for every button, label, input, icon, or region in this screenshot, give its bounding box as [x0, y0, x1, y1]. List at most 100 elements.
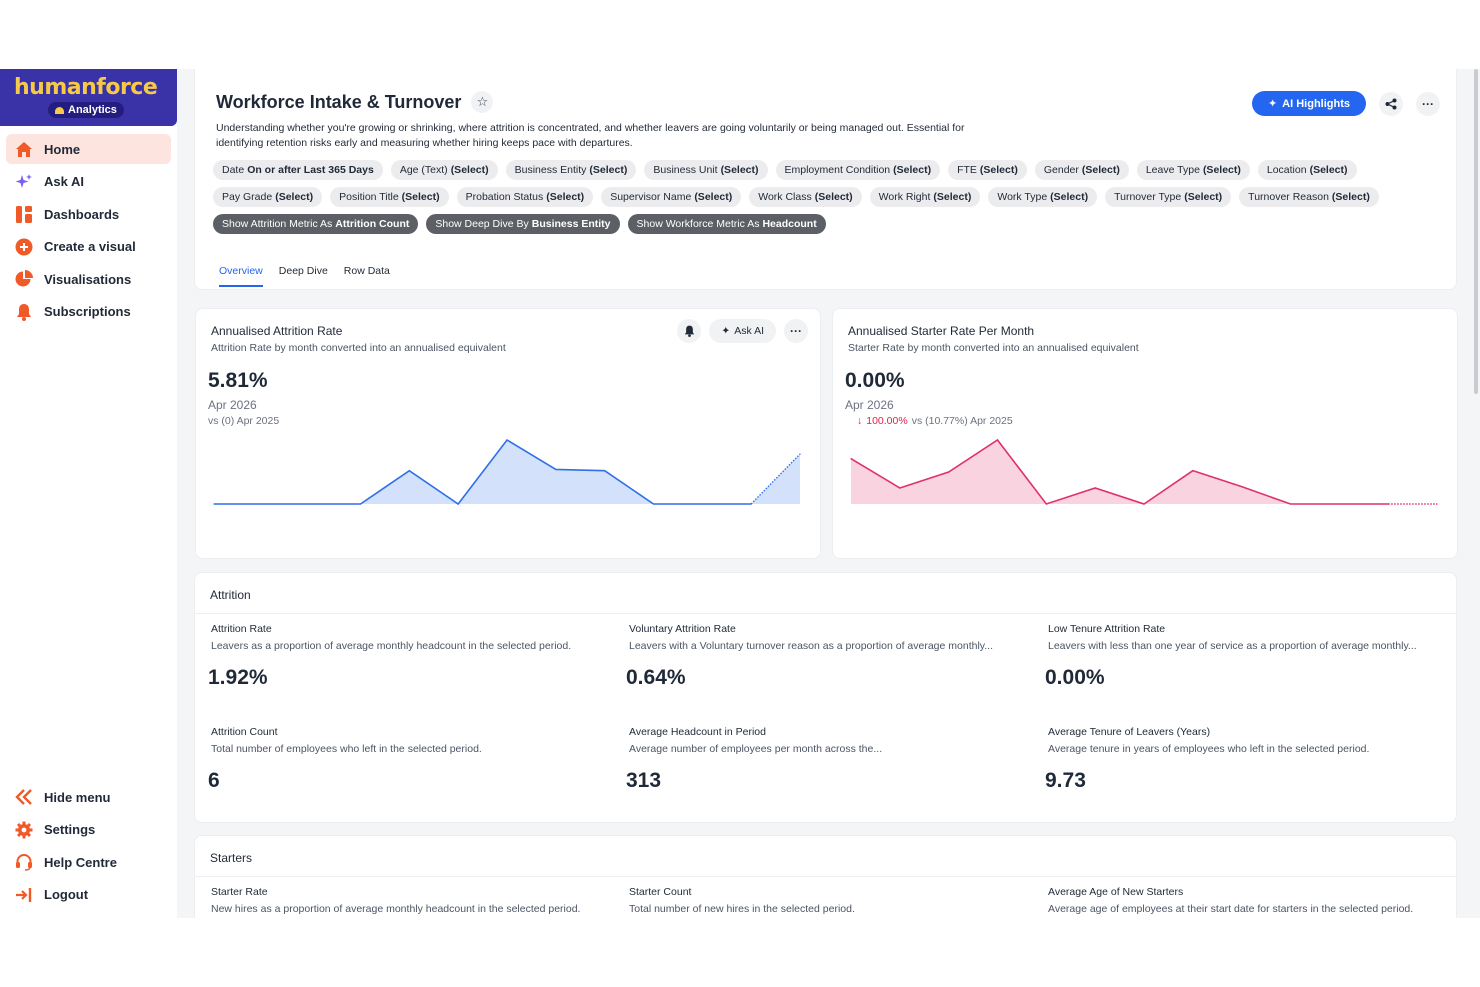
filter-chip[interactable]: FTE (Select) [948, 160, 1027, 180]
brand-logo[interactable]: humanforce Analytics [0, 69, 177, 126]
metric-title: Average Tenure of Leavers (Years) [1048, 726, 1211, 738]
kpi-value: 0.00% [845, 369, 905, 392]
sparkline-point [1241, 486, 1243, 488]
sparkline-partial-segment [750, 453, 801, 505]
ask-ai-button[interactable]: ✦ Ask AI [709, 319, 776, 343]
plus-circle-icon [14, 237, 33, 256]
kpi-title: Annualised Attrition Rate [211, 324, 343, 338]
filter-bar: Date On or after Last 365 Days Age (Text)(… [213, 160, 1443, 234]
metric-value: 0.64% [626, 666, 686, 689]
filter-name: Business Unit [653, 164, 718, 176]
filter-name: Age (Text) [399, 164, 448, 176]
page-scrollbar[interactable] [1474, 69, 1478, 394]
filter-chip[interactable]: Work Class (Select) [749, 187, 862, 207]
sidebar-item-help-centre[interactable]: Help Centre [6, 847, 171, 877]
sidebar-item-create-visual[interactable]: Create a visual [6, 232, 171, 262]
sidebar-item-hide-menu[interactable]: Hide menu [6, 782, 171, 812]
sparkle-icon: ✦ [721, 325, 731, 337]
filter-name: Supervisor Name [610, 191, 692, 203]
sidebar-item-dashboards[interactable]: Dashboards [6, 199, 171, 229]
filter-chip[interactable]: Date On or after Last 365 Days [213, 160, 383, 180]
filter-chip[interactable]: Pay Grade (Select) [213, 187, 323, 207]
filter-value: (Select) [1184, 191, 1223, 203]
filter-chip[interactable]: Position Title (Select) [330, 187, 449, 207]
toggle-value: Headcount [762, 218, 817, 230]
filter-chip[interactable]: Gender (Select) [1034, 160, 1129, 180]
sparkle-icon: ✦ [1267, 98, 1278, 110]
sidebar-item-settings[interactable]: Settings [6, 815, 171, 845]
toggle-name: Show Workforce Metric As [636, 218, 760, 230]
sparkline-point [311, 503, 313, 505]
metric-attrition-count: Attrition Count Total number of employee… [208, 726, 611, 793]
pie-chart-icon [14, 270, 33, 289]
filter-chip[interactable]: Supervisor Name (Select) [601, 187, 742, 207]
sparkline-point [1387, 503, 1389, 505]
sidebar-item-visualisations[interactable]: Visualisations [6, 264, 171, 294]
filter-name: Date [222, 164, 245, 176]
filter-value: (Select) [401, 191, 440, 203]
sparkline-point [506, 439, 508, 441]
filter-chip[interactable]: Leave Type (Select) [1136, 160, 1250, 180]
kpi-compare-text: vs (10.77%) Apr 2025 [911, 415, 1013, 427]
rainbow-icon [55, 106, 64, 114]
metric-value: 0.00% [1045, 666, 1105, 689]
metric-subtitle: Average tenure in years of employees who… [1048, 743, 1370, 755]
sidebar-item-label: Create a visual [44, 239, 136, 254]
sidebar-item-logout[interactable]: Logout [6, 880, 171, 910]
section-title: Starters [195, 836, 1456, 877]
toggle-chip[interactable]: Show Workforce Metric As Headcount [627, 214, 826, 234]
alert-bell-icon[interactable] [677, 319, 702, 343]
metric-title: Attrition Rate [211, 623, 272, 635]
tab-bar: Overview Deep Dive Row Data [219, 265, 390, 287]
metric-value: 313 [626, 769, 662, 792]
filter-chip[interactable]: Turnover Reason (Select) [1239, 187, 1379, 207]
toggle-chip[interactable]: Show Deep Dive By Business Entity [426, 214, 620, 234]
metric-title: Voluntary Attrition Rate [629, 623, 736, 635]
filter-chip[interactable]: Employment Condition (Select) [775, 160, 941, 180]
page-description: Understanding whether you're growing or … [216, 122, 965, 149]
sparkline-point [750, 503, 752, 505]
sidebar-item-home[interactable]: Home [6, 134, 171, 164]
filter-value: (Select) [1331, 191, 1370, 203]
filter-name: Business Entity [514, 164, 587, 176]
filter-value: (Select) [1202, 164, 1241, 176]
filter-chip[interactable]: Work Type (Select) [988, 187, 1098, 207]
toggle-name: Show Attrition Metric As [222, 218, 333, 230]
sidebar-item-subscriptions[interactable]: Subscriptions [6, 297, 171, 327]
favorite-star-icon[interactable]: ☆ [471, 91, 494, 113]
metric-average-tenure-leavers: Average Tenure of Leavers (Years) Averag… [1045, 726, 1448, 793]
chevrons-left-icon [14, 788, 33, 807]
sidebar-item-ask-ai[interactable]: Ask AI [6, 167, 171, 197]
metric-value: 1.92% [208, 666, 268, 689]
filter-chip[interactable]: Business Entity (Select) [505, 160, 637, 180]
filter-chip[interactable]: Probation Status (Select) [456, 187, 594, 207]
filter-name: Probation Status [465, 191, 544, 203]
sidebar-bottom: Hide menu Settings Help Centre Logout [0, 782, 177, 912]
filter-chip[interactable]: Business Unit (Select) [644, 160, 768, 180]
kpi-card-starter-rate: Annualised Starter Rate Per Month Starte… [832, 308, 1458, 559]
kpi-title: Annualised Starter Rate Per Month [848, 324, 1035, 338]
tab-overview[interactable]: Overview [219, 265, 263, 287]
filter-chip[interactable]: Location (Select) [1257, 160, 1357, 180]
filter-chip[interactable]: Turnover Type (Select) [1105, 187, 1232, 207]
share-icon[interactable] [1379, 91, 1403, 116]
toggle-chip[interactable]: Show Attrition Metric As Attrition Count [213, 214, 419, 234]
filter-value: (Select) [1309, 164, 1348, 176]
more-options-icon[interactable]: ··· [1416, 91, 1440, 116]
tab-row-data[interactable]: Row Data [343, 265, 390, 277]
filter-chip[interactable]: Work Right (Select) [869, 187, 981, 207]
filter-chip[interactable]: Age (Text) (Select) [390, 160, 498, 180]
ai-highlights-button[interactable]: ✦ AI Highlights [1251, 91, 1366, 116]
sparkline-point [701, 503, 703, 505]
tab-deep-dive[interactable]: Deep Dive [278, 265, 328, 277]
metric-voluntary-attrition-rate: Voluntary Attrition Rate Leavers with a … [626, 623, 1009, 690]
more-options-icon[interactable]: ··· [784, 319, 808, 343]
metric-value: 9.73 [1045, 769, 1086, 792]
sparkline-point [652, 503, 655, 505]
filter-value: (Select) [275, 191, 314, 203]
metric-subtitle: Leavers with less than one year of servi… [1048, 640, 1417, 652]
metric-title: Starter Count [629, 886, 692, 898]
filter-name: Turnover Type [1114, 191, 1182, 203]
app-frame: humanforce Analytics Home Ask AI Dashboa… [0, 69, 1480, 918]
sidebar: humanforce Analytics Home Ask AI Dashboa… [0, 69, 177, 918]
